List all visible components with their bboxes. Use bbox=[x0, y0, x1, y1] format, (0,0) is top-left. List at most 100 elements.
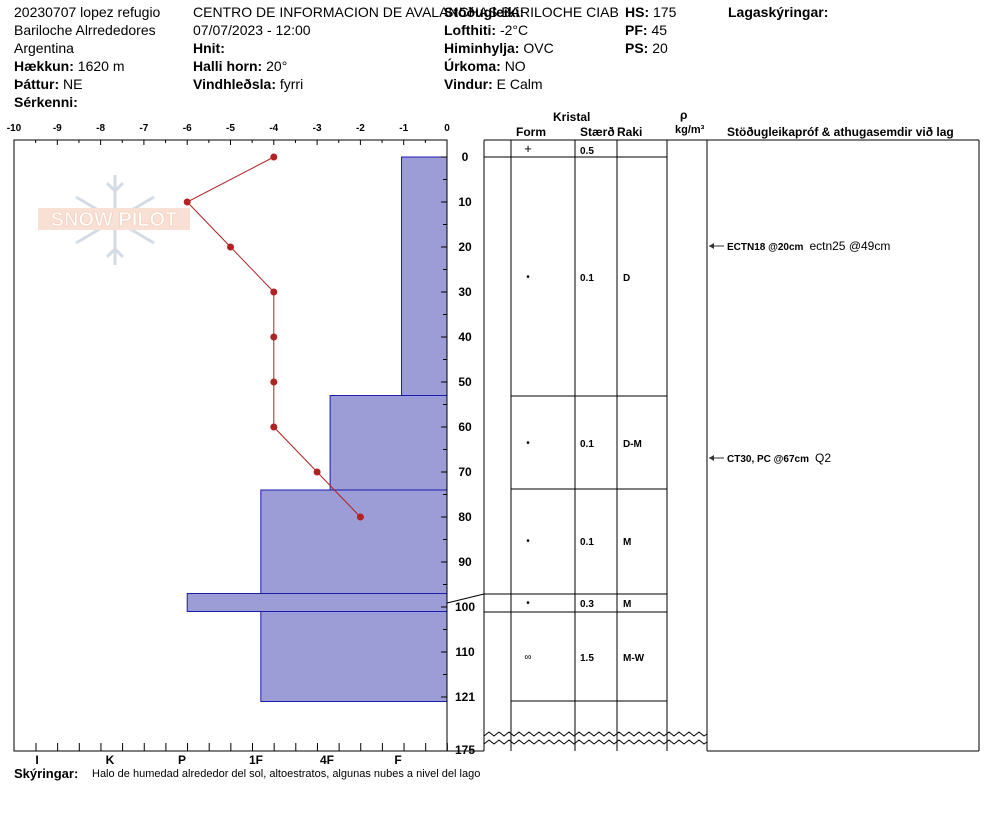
sky-row: Himinhylja: OVC bbox=[444, 40, 554, 56]
depth-tick-label: 50 bbox=[458, 375, 472, 389]
layer-size: 1.5 bbox=[580, 653, 594, 664]
slope-value: 20° bbox=[266, 58, 288, 74]
layer-form: + bbox=[524, 141, 532, 156]
stability-label: Stöðugleiki: bbox=[444, 4, 525, 20]
layer-form: • bbox=[526, 438, 530, 449]
depth-tick-label: 70 bbox=[458, 465, 472, 479]
slope-row: Halli horn: 20° bbox=[193, 58, 287, 74]
layers-label: Lagaskýringar: bbox=[728, 4, 829, 20]
depth-tick-label: 0 bbox=[462, 150, 469, 164]
depth-tick-label: 110 bbox=[455, 645, 475, 659]
size-header: Stærð bbox=[580, 125, 615, 139]
temp-tick-label: -2 bbox=[356, 123, 365, 134]
layer-size: 0.5 bbox=[580, 146, 594, 157]
depth-axis: 0 10 20 30 40 50 60 70 80 90 100 110 121 175 bbox=[441, 140, 484, 757]
slope-label: Halli horn: bbox=[193, 58, 263, 74]
temp-point bbox=[183, 198, 191, 206]
temp-tick-label: -1 bbox=[399, 123, 408, 134]
temp-tick-label: -4 bbox=[269, 123, 278, 134]
temp-point bbox=[270, 153, 278, 161]
layer-form: • bbox=[526, 598, 530, 609]
layer-size: 0.1 bbox=[580, 273, 594, 284]
pf-row: PF: 45 bbox=[625, 22, 667, 38]
aspect-row: Þáttur: NE bbox=[14, 76, 82, 92]
test-note: Q2 bbox=[815, 451, 831, 465]
temp-point bbox=[356, 513, 364, 521]
hardness-bars bbox=[186, 156, 448, 702]
layer-rows: +0.5 • 0.1 D • 0.1 D-M • 0.1 M • 0.3 M ∞ 1.5 M-W bbox=[446, 141, 667, 702]
moisture-header: Raki bbox=[617, 125, 643, 139]
sky-value: OVC bbox=[523, 40, 554, 56]
layer-size: 0.3 bbox=[580, 599, 594, 610]
temp-tick-label: -8 bbox=[96, 123, 105, 134]
layer-table-grid bbox=[483, 139, 980, 752]
pf-label: PF: bbox=[625, 22, 648, 38]
elevation-label: Hækkun: bbox=[14, 58, 74, 74]
layer-connector bbox=[446, 593, 485, 604]
hardness-label: P bbox=[178, 753, 186, 767]
hardness-label: 1F bbox=[249, 753, 263, 767]
stability-header: Stöðugleikapróf & athugasemdir við lag bbox=[727, 125, 954, 139]
wind-row: Vindur: E Calm bbox=[444, 76, 543, 92]
hardness-bar bbox=[260, 611, 448, 702]
stability-tests: ECTN18 @20cm ectn25 @49cm CT30, PC @67cm Q2 bbox=[709, 239, 890, 465]
hs-row: HS: 175 bbox=[625, 4, 676, 20]
depth-bottom-label: 175 bbox=[455, 743, 475, 757]
watermark-text: SNOW PILOT bbox=[51, 209, 178, 231]
hs-value: 175 bbox=[653, 4, 677, 20]
temp-point bbox=[270, 288, 278, 296]
rho-header: ρ bbox=[680, 108, 688, 122]
layer-moisture: D-M bbox=[623, 439, 642, 450]
temp-tick-label: -10 bbox=[7, 123, 22, 134]
temp-tick-label: -6 bbox=[183, 123, 192, 134]
precip-row: Úrkoma: NO bbox=[444, 58, 526, 74]
features-label: Sérkenni: bbox=[14, 94, 78, 110]
temp-point bbox=[270, 378, 278, 386]
temp-point bbox=[227, 243, 234, 251]
aspect-label: Þáttur: bbox=[14, 76, 60, 92]
layer-form: ∞ bbox=[524, 652, 531, 663]
layer-moisture: M bbox=[623, 537, 631, 548]
depth-tick-label: 40 bbox=[458, 330, 472, 344]
wind-label: Vindur: bbox=[444, 76, 493, 92]
elevation-row: Hækkun: 1620 m bbox=[14, 58, 125, 74]
precip-label: Úrkoma: bbox=[444, 58, 501, 74]
layer-moisture: D bbox=[623, 273, 630, 284]
temp-tick-label: -7 bbox=[139, 123, 148, 134]
layer-size: 0.1 bbox=[580, 439, 594, 450]
temp-tick-label: 0 bbox=[444, 123, 450, 134]
sky-label: Himinhylja: bbox=[444, 40, 520, 56]
footer-label: Skýringar: bbox=[14, 766, 79, 781]
hardness-bar bbox=[401, 156, 448, 396]
ps-label: PS: bbox=[625, 40, 649, 56]
org-name: CENTRO DE INFORMACION DE AVALANCHAS BARI… bbox=[193, 4, 619, 20]
aspect-value: NE bbox=[63, 76, 83, 92]
air-temp-row: Lofthiti: -2°C bbox=[444, 22, 528, 38]
temp-tick-label: -5 bbox=[226, 123, 235, 134]
temp-point bbox=[270, 423, 278, 431]
snow-pilot-watermark: SNOW PILOT bbox=[38, 175, 190, 265]
depth-tick-label: 10 bbox=[458, 195, 472, 209]
density-unit-header: kg/m³ bbox=[675, 124, 705, 136]
site-name: 20230707 lopez refugio bbox=[14, 4, 161, 20]
test-note: ectn25 @49cm bbox=[809, 239, 890, 253]
test-arrow-head bbox=[709, 455, 714, 461]
depth-tick-label: 80 bbox=[458, 510, 472, 524]
pf-value: 45 bbox=[651, 22, 668, 38]
hardness-bar bbox=[329, 395, 448, 491]
wind-load-label: Vindhleðsla: bbox=[193, 76, 276, 92]
elevation-value: 1620 m bbox=[77, 58, 125, 74]
watermark-band bbox=[38, 208, 190, 230]
wind-load-value: fyrri bbox=[279, 76, 304, 92]
layer-moisture: M bbox=[623, 599, 631, 610]
hs-label: HS: bbox=[625, 4, 650, 20]
test-label: CT30, PC @67cm bbox=[727, 454, 809, 465]
depth-tick-label: 60 bbox=[458, 420, 472, 434]
depth-tick-label: 100 bbox=[455, 600, 475, 614]
layer-form: • bbox=[526, 272, 530, 283]
form-header: Form bbox=[516, 125, 546, 139]
layer-form: • bbox=[526, 536, 530, 547]
test-label: ECTN18 @20cm bbox=[727, 242, 804, 253]
layer-size: 0.1 bbox=[580, 537, 594, 548]
